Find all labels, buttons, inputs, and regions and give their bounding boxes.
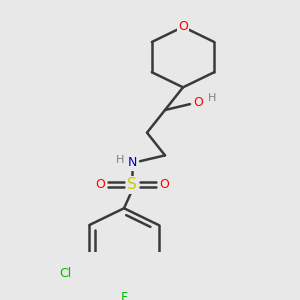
Text: O: O (193, 96, 203, 109)
Text: Cl: Cl (59, 267, 72, 280)
Text: S: S (127, 177, 137, 192)
Text: H: H (116, 154, 124, 164)
Text: F: F (120, 291, 128, 300)
Text: O: O (95, 178, 105, 191)
Text: O: O (159, 178, 169, 191)
Text: H: H (208, 93, 216, 103)
Text: N: N (127, 156, 137, 170)
Text: O: O (178, 20, 188, 33)
